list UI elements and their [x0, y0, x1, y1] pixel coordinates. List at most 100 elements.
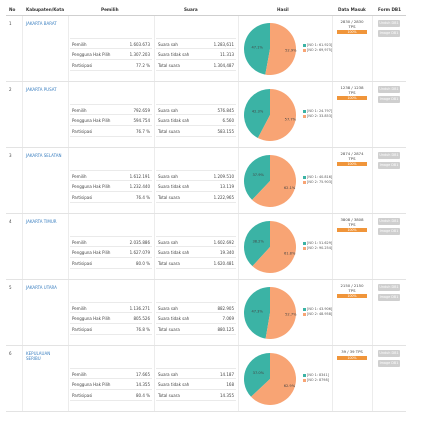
row-number: 6	[9, 351, 12, 356]
unduh-db1-button[interactable]: Unduh DB1	[378, 350, 400, 357]
total-suara-label: Total suara	[158, 195, 180, 200]
unduh-db1-button[interactable]: Unduh DB1	[378, 218, 400, 225]
row-number: 5	[9, 285, 12, 290]
row-number: 1	[9, 21, 12, 26]
total-suara-value: 14.355	[220, 393, 234, 398]
total-suara-value: 1.222,965	[213, 195, 234, 200]
total-suara-value: 583.155	[217, 129, 234, 134]
progress-bar: 100%	[337, 30, 367, 34]
unduh-db1-button[interactable]: Unduh DB1	[378, 20, 400, 27]
suara-sah-value: 1.209.510	[213, 174, 234, 179]
pengguna-label: Pengguna Hak Pilih	[72, 316, 111, 321]
suara-tidak-sah-label: Suara tidak sah	[158, 250, 190, 255]
suara-tidak-sah-value: 7.069	[222, 316, 234, 321]
pie-legend: [NO 1: 40.816] [NO 2: 75.903]	[303, 175, 332, 185]
pie-legend: [NO 1: 61.923] [NO 2: 69,975]	[303, 43, 332, 53]
city-link[interactable]: JAKARTA BARAT	[26, 21, 57, 26]
city-link[interactable]: KEPULAUAN SERIBU	[26, 351, 51, 361]
pie-slice-candidate-1	[244, 155, 270, 200]
city-link[interactable]: JAKARTA PUSAT	[26, 87, 57, 92]
suara-tidak-sah-cell: Suara tidak sah 11.313	[156, 49, 236, 60]
pengguna-label: Pengguna Hak Pilih	[72, 118, 111, 123]
column-divider	[68, 346, 69, 411]
suara-sah-label: Suara sah	[158, 108, 178, 113]
pie-label-candidate-2: 52.9%	[285, 49, 297, 53]
pemilih-cell: Pemilih 2.035.886	[70, 236, 152, 247]
suara-sah-label: Suara sah	[158, 42, 178, 47]
tps-unit: TPS	[348, 23, 356, 29]
legend-label-1: [NO 1: 43.906]	[307, 307, 333, 311]
pie-label-candidate-1: 47.1%	[251, 46, 263, 50]
total-suara-cell: Total suara 1.304,487	[156, 60, 236, 71]
unduh-db1-button[interactable]: Unduh DB1	[378, 152, 400, 159]
partisipasi-label: Partisipasi	[72, 327, 93, 332]
image-db1-button[interactable]: Image DB1	[378, 228, 400, 235]
row-number: 4	[9, 219, 12, 224]
image-db1-button[interactable]: Image DB1	[378, 30, 400, 37]
image-db1-button[interactable]: Image DB1	[378, 96, 400, 103]
pemilih-cell: Pemilih 1.612.191	[70, 170, 152, 181]
total-suara-value: 1.620.481	[213, 261, 234, 266]
column-divider	[372, 16, 373, 81]
tps-unit: TPS	[348, 155, 356, 161]
suara-tidak-sah-value: 6.560	[222, 118, 234, 123]
tps-count: 2150 / 2150	[340, 283, 364, 288]
suara-sah-cell: Suara sah 576.845	[156, 104, 236, 115]
tps-count: 2874 / 2874	[340, 151, 364, 156]
unduh-db1-button[interactable]: Unduh DB1	[378, 284, 400, 291]
column-divider	[154, 82, 155, 147]
pie-legend: [NO 1: 43.906] [NO 2: 48.958]	[303, 307, 332, 317]
pengguna-label: Pengguna Hak Pilih	[72, 52, 111, 57]
pemilih-value: 792.659	[133, 108, 150, 113]
legend-swatch	[303, 312, 306, 316]
pengguna-value: 594.754	[133, 118, 150, 123]
total-suara-cell: Total suara 14.355	[156, 390, 236, 401]
column-divider	[238, 346, 239, 411]
city-link[interactable]: JAKARTA UTARA	[26, 285, 57, 290]
data-masuk: 2874 / 2874 TPS 100%	[336, 151, 368, 166]
pie-slice-candidate-1	[244, 353, 270, 397]
city-link[interactable]: JAKARTA TIMUR	[26, 219, 57, 224]
pemilih-label: Pemilih	[72, 42, 87, 47]
pemilih-label: Pemilih	[72, 174, 87, 179]
partisipasi-label: Partisipasi	[72, 195, 93, 200]
pengguna-value: 1.627.079	[129, 250, 150, 255]
pie-slice-candidate-2	[252, 155, 296, 207]
pie-label-candidate-2: 57.7%	[285, 117, 297, 121]
legend-label-2: [NO 2: 48.958]	[307, 312, 333, 316]
column-divider	[238, 82, 239, 147]
header-form-db1: Form DB1	[378, 7, 402, 12]
city-link[interactable]: JAKARTA SELATAN	[26, 153, 62, 158]
suara-sah-value: 1.283,611	[213, 42, 234, 47]
pengguna-cell: Pengguna Hak Pilih 14.355	[70, 379, 152, 390]
image-db1-button[interactable]: Image DB1	[378, 294, 400, 301]
suara-sah-cell: Suara sah 882.905	[156, 302, 236, 313]
column-divider	[68, 82, 69, 147]
column-divider	[332, 280, 333, 345]
data-masuk: 39 / 39 TPS 100%	[336, 349, 368, 360]
header-pemilih: Pemilih	[101, 7, 119, 12]
table-row: 4 JAKARTA TIMUR Pemilih 2.035.886 Penggu…	[6, 214, 406, 280]
total-suara-cell: Total suara 583.155	[156, 126, 236, 137]
legend-item-2: [NO 2: 75.903]	[303, 180, 332, 185]
legend-label-1: [NO 1: 40.816]	[307, 175, 333, 179]
partisipasi-value: 76.7 %	[136, 129, 150, 134]
column-divider	[332, 148, 333, 213]
image-db1-button[interactable]: Image DB1	[378, 360, 400, 367]
tps-count: 2830 / 2830	[340, 19, 364, 24]
image-db1-button[interactable]: Image DB1	[378, 162, 400, 169]
pie-label-candidate-2: 62.1%	[284, 186, 296, 190]
partisipasi-label: Partisipasi	[72, 261, 93, 266]
suara-tidak-sah-label: Suara tidak sah	[158, 118, 190, 123]
column-divider	[372, 148, 373, 213]
unduh-db1-button[interactable]: Unduh DB1	[378, 86, 400, 93]
pemilih-label: Pemilih	[72, 306, 87, 311]
column-divider	[332, 16, 333, 81]
table-row: 2 JAKARTA PUSAT Pemilih 792.659 Pengguna…	[6, 82, 406, 148]
partisipasi-cell: Partisipasi 80.4 %	[70, 390, 152, 401]
column-divider	[154, 214, 155, 279]
pengguna-value: 1.307.203	[129, 52, 150, 57]
pie-label-candidate-2: 61.8%	[284, 252, 296, 256]
legend-label-2: [NO 2: 90.254]	[307, 246, 333, 250]
suara-sah-label: Suara sah	[158, 306, 178, 311]
